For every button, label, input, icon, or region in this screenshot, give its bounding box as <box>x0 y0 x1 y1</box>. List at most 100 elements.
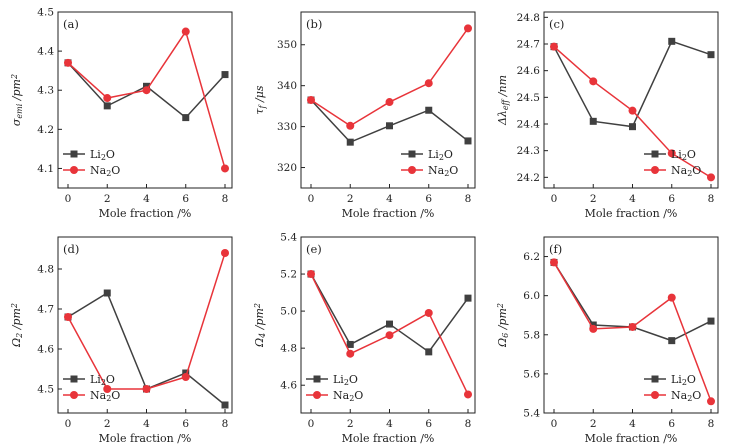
y-tick-label: 350 <box>277 39 297 51</box>
data-point-na2o <box>346 121 355 130</box>
x-tick-label: 2 <box>104 193 111 205</box>
data-point-na2o <box>667 149 676 158</box>
panel-label: (e) <box>306 242 322 256</box>
y-tick-label: 340 <box>277 80 297 92</box>
data-point-li2o <box>668 337 676 345</box>
data-point-na2o <box>424 79 433 88</box>
plot-frame <box>57 11 233 189</box>
series-line-li2o <box>310 99 469 144</box>
legend-label-li2o: Li2O <box>671 148 696 162</box>
legend: Li2O Na2O <box>644 148 701 178</box>
legend-label-na2o: Na2O <box>333 389 363 403</box>
data-point-na2o <box>64 313 72 321</box>
x-tick-label: 4 <box>386 193 393 205</box>
x-tick-label: 8 <box>465 193 472 205</box>
data-point-li2o <box>103 289 111 297</box>
panel-e: 0 2 4 6 8 4.6 4.8 5.0 5.2 5.4 Mole fraction /% Ω4 /… <box>253 232 476 445</box>
legend-marker-li2o <box>70 150 78 158</box>
legend: Li2O Na2O <box>644 373 701 403</box>
y-tick-label: 5.4 <box>280 232 297 244</box>
data-point-li2o <box>386 320 393 328</box>
y-tick-label: 5.2 <box>280 269 297 281</box>
plot-frame <box>300 11 476 189</box>
plot-frame <box>57 236 233 414</box>
legend: Li2O Na2O <box>63 373 120 403</box>
data-point-na2o <box>667 293 676 302</box>
panel-label: (d) <box>63 242 79 256</box>
panel-f: 0 2 4 6 8 5.4 5.6 5.8 6.0 6.2 Mole fraction /% Ω6 /… <box>496 236 719 445</box>
y-tick-label: 24.3 <box>517 145 540 157</box>
data-point-li2o <box>346 340 354 348</box>
legend-label-li2o: Li2O <box>671 373 696 387</box>
x-tick-label: 4 <box>629 193 636 205</box>
legend: Li2O Na2O <box>306 373 363 403</box>
data-point-li2o <box>707 51 715 59</box>
panel-label: (b) <box>306 17 322 31</box>
legend-marker-na2o <box>70 391 78 399</box>
x-axis-label: Mole fraction /% <box>342 207 435 220</box>
x-axis-label: Mole fraction /% <box>585 207 678 220</box>
data-point-na2o <box>64 58 72 67</box>
x-tick-label: 6 <box>425 418 432 430</box>
legend-marker-na2o <box>651 391 659 399</box>
y-tick-label: 4.4 <box>37 46 54 58</box>
x-tick-label: 2 <box>347 418 354 430</box>
x-tick-label: 8 <box>222 418 229 430</box>
data-point-na2o <box>385 331 394 340</box>
y-tick-label: 320 <box>277 162 297 174</box>
y-tick-label: 5.8 <box>523 329 540 341</box>
x-tick-label: 6 <box>425 193 432 205</box>
y-tick-label: 4.3 <box>37 85 54 97</box>
legend-label-na2o: Na2O <box>671 389 701 403</box>
legend-label-na2o: Na2O <box>428 164 458 178</box>
x-tick-label: 0 <box>65 418 72 430</box>
y-tick-label: 6.0 <box>523 290 540 302</box>
panel-label: (c) <box>549 17 564 31</box>
x-tick-label: 4 <box>143 418 150 430</box>
data-point-na2o <box>181 27 190 36</box>
data-point-na2o <box>142 385 151 393</box>
x-tick-label: 2 <box>104 418 111 430</box>
data-point-na2o <box>589 77 598 86</box>
data-point-li2o <box>346 138 354 146</box>
legend-marker-na2o <box>651 166 659 174</box>
data-point-li2o <box>464 137 472 145</box>
legend-marker-na2o <box>70 166 78 174</box>
y-tick-label: 24.7 <box>517 39 540 51</box>
y-tick-label: 4.5 <box>37 7 54 19</box>
legend-marker-na2o <box>408 166 416 174</box>
y-tick-label: 4.7 <box>37 304 54 316</box>
y-tick-label: 24.2 <box>517 172 540 184</box>
panel-b: 0 2 4 6 8 320 330 340 350 Mole fraction /% τf /μs (… <box>253 11 476 220</box>
data-point-na2o <box>589 324 598 333</box>
data-point-na2o <box>550 42 558 51</box>
y-tick-label: 6.2 <box>523 251 540 263</box>
legend-label-li2o: Li2O <box>90 373 115 387</box>
data-point-li2o <box>707 317 715 325</box>
x-tick-label: 0 <box>308 418 315 430</box>
legend-marker-li2o <box>651 150 659 158</box>
x-tick-label: 0 <box>551 418 558 430</box>
x-tick-label: 4 <box>386 418 393 430</box>
panel-c: 0 2 4 6 8 24.2 24.3 24.4 24.5 24.6 24.7 24.8 Mole fr… <box>496 11 719 220</box>
legend-label-na2o: Na2O <box>90 389 120 403</box>
data-point-na2o <box>628 322 637 331</box>
x-tick-label: 2 <box>347 193 354 205</box>
x-tick-label: 0 <box>65 193 72 205</box>
x-tick-label: 4 <box>143 193 150 205</box>
x-axis-label: Mole fraction /% <box>342 432 435 445</box>
plot-frame <box>543 236 719 414</box>
x-tick-label: 8 <box>708 418 715 430</box>
data-point-na2o <box>142 86 151 95</box>
y-tick-label: 5.6 <box>523 368 540 380</box>
x-tick-label: 2 <box>590 193 597 205</box>
series-line-li2o <box>310 273 469 353</box>
series-line-na2o <box>67 252 226 390</box>
data-point-li2o <box>182 114 190 122</box>
plot-frame <box>300 236 476 414</box>
y-axis-label: Ω6 /pm2 <box>496 303 510 348</box>
data-point-na2o <box>550 258 558 267</box>
x-axis-label: Mole fraction /% <box>99 432 192 445</box>
